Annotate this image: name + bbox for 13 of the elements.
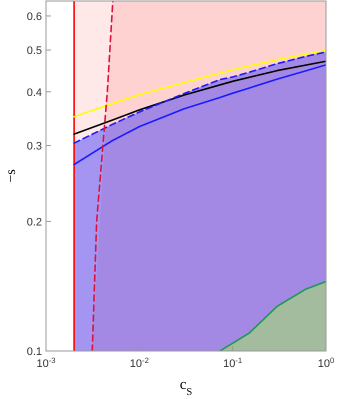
x-axis-title: c$_{S}$ — [180, 377, 192, 398]
y-tick-label: 0.1 — [26, 346, 42, 358]
line-series — [91, 1, 114, 351]
y-tick-label: 0.2 — [26, 216, 42, 228]
y-tick-label: 0.4 — [26, 86, 42, 99]
x-tick-label: 10$^{-2}$ — [130, 356, 149, 370]
x-tick-label: 10$^{-3}$ — [36, 356, 56, 370]
x-tick-label: 10$^{0}$ — [318, 356, 334, 370]
x-tick-label: 10$^{-1}$ — [223, 356, 242, 370]
y-axis-title: −s — [4, 169, 19, 183]
y-tick-label: 0.5 — [26, 45, 42, 58]
y-tick-label: 0.6 — [26, 10, 42, 23]
y-tick-label: 0.3 — [26, 140, 42, 153]
